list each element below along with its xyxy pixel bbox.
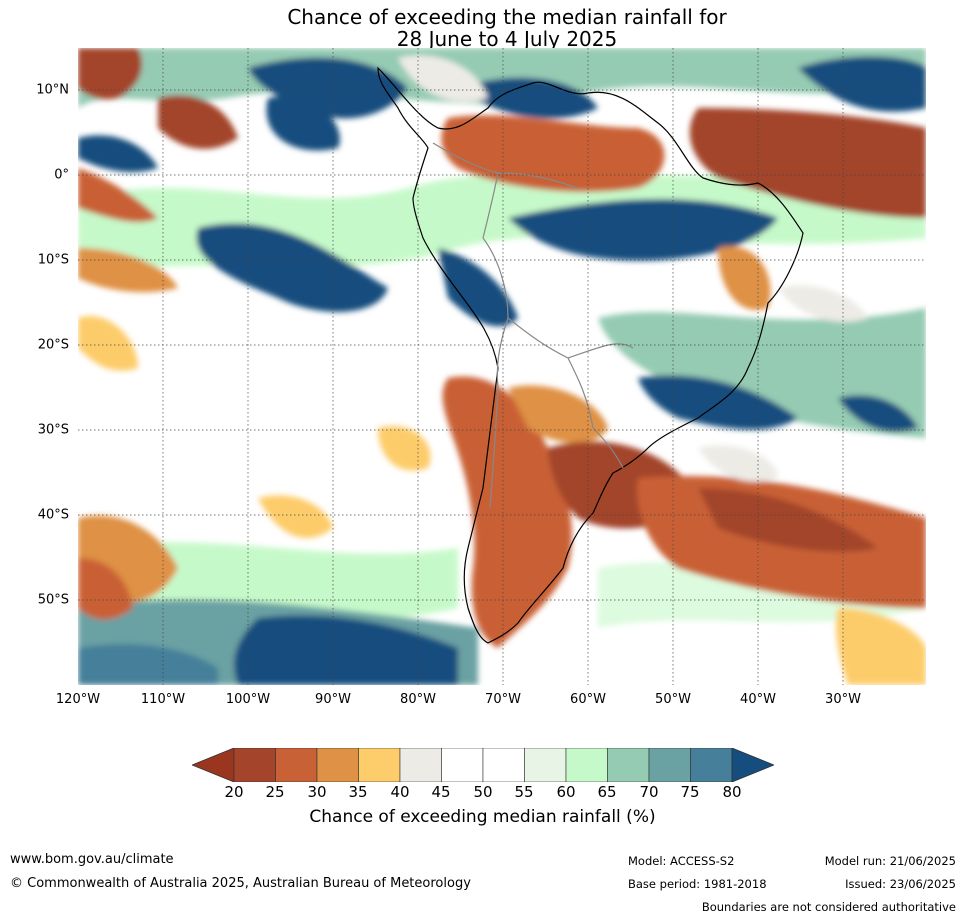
colorbar-tick-30: 30 bbox=[307, 783, 327, 801]
colorbar-tick-55: 55 bbox=[514, 783, 534, 801]
issued-date: Issued: 23/06/2025 bbox=[845, 877, 956, 891]
lon-label-70w: 70°W bbox=[485, 692, 521, 707]
lon-label-110w: 110°W bbox=[140, 692, 186, 707]
lon-label-80w: 80°W bbox=[400, 692, 436, 707]
base-period: Base period: 1981-2018 bbox=[628, 877, 767, 891]
model-name: Model: ACCESS-S2 bbox=[628, 854, 735, 868]
colorbar-cell bbox=[690, 748, 733, 782]
rainfall-probability-field bbox=[78, 48, 926, 685]
lat-label-30s: 30°S bbox=[37, 422, 69, 438]
copyright-text: © Commonwealth of Australia 2025, Austra… bbox=[10, 876, 471, 891]
colorbar-over-arrow bbox=[731, 748, 774, 782]
rainfall-probability-map bbox=[78, 48, 926, 685]
colorbar-cell bbox=[358, 748, 401, 782]
lon-label-120w: 120°W bbox=[55, 692, 101, 707]
colorbar-tick-50: 50 bbox=[473, 783, 493, 801]
model-run-date: Model run: 21/06/2025 bbox=[824, 854, 956, 868]
colorbar-cell bbox=[441, 748, 484, 782]
map-title-line1: Chance of exceeding the median rainfall … bbox=[287, 5, 727, 29]
colorbar-cell bbox=[399, 748, 442, 782]
colorbar-tick-25: 25 bbox=[265, 783, 285, 801]
south-america-coastline bbox=[377, 66, 804, 644]
lon-label-60w: 60°W bbox=[570, 692, 606, 707]
map-title-line2: 28 June to 4 July 2025 bbox=[396, 27, 618, 51]
colorbar-tick-35: 35 bbox=[348, 783, 368, 801]
colorbar-tick-45: 45 bbox=[431, 783, 451, 801]
colorbar-cell bbox=[275, 748, 318, 782]
colorbar-cell bbox=[316, 748, 359, 782]
lat-label-10s: 10°S bbox=[37, 252, 69, 268]
colorbar-cell bbox=[482, 748, 525, 782]
lon-label-100w: 100°W bbox=[225, 692, 271, 707]
lat-label-20s: 20°S bbox=[37, 337, 69, 353]
colorbar-tick-20: 20 bbox=[224, 783, 244, 801]
colorbar-cell bbox=[524, 748, 567, 782]
colorbar-tick-40: 40 bbox=[390, 783, 410, 801]
lat-label-0: 0° bbox=[54, 167, 69, 183]
colorbar-tick-65: 65 bbox=[597, 783, 617, 801]
lon-label-40w: 40°W bbox=[740, 692, 776, 707]
colorbar-tick-70: 70 bbox=[639, 783, 659, 801]
colorbar-label: Chance of exceeding median rainfall (%) bbox=[309, 807, 656, 827]
colorbar-cell bbox=[648, 748, 691, 782]
colorbar-under-arrow bbox=[192, 748, 235, 782]
lat-label-50s: 50°S bbox=[37, 592, 69, 608]
colorbar-tick-60: 60 bbox=[556, 783, 576, 801]
graticule bbox=[78, 48, 926, 685]
colorbar-cell bbox=[565, 748, 608, 782]
colorbar-cell bbox=[607, 748, 650, 782]
lat-label-40s: 40°S bbox=[37, 507, 69, 523]
lat-label-10n: 10°N bbox=[36, 82, 69, 98]
colorbar-tick-75: 75 bbox=[680, 783, 700, 801]
lon-label-30w: 30°W bbox=[825, 692, 861, 707]
colorbar-tick-80: 80 bbox=[722, 783, 742, 801]
lon-label-50w: 50°W bbox=[655, 692, 691, 707]
lon-label-90w: 90°W bbox=[315, 692, 351, 707]
boundaries-disclaimer: Boundaries are not considered authoritat… bbox=[701, 900, 956, 914]
website-link[interactable]: www.bom.gov.au/climate bbox=[10, 852, 174, 867]
colorbar bbox=[192, 748, 774, 782]
colorbar-cell bbox=[233, 748, 276, 782]
